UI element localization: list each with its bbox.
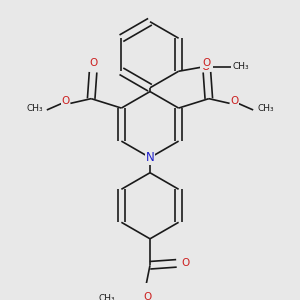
- Text: O: O: [89, 58, 97, 68]
- Text: O: O: [61, 97, 70, 106]
- Text: O: O: [201, 61, 209, 71]
- Text: O: O: [143, 292, 151, 300]
- Text: O: O: [203, 58, 211, 68]
- Text: O: O: [182, 258, 190, 268]
- Text: N: N: [146, 151, 154, 164]
- Text: CH₃: CH₃: [257, 103, 274, 112]
- Text: CH₃: CH₃: [98, 294, 115, 300]
- Text: CH₃: CH₃: [232, 62, 249, 71]
- Text: CH₃: CH₃: [26, 103, 43, 112]
- Text: O: O: [230, 97, 238, 106]
